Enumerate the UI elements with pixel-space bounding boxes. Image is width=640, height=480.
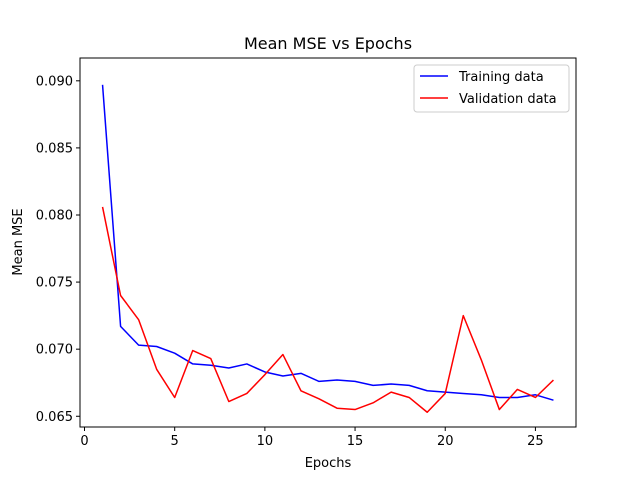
y-axis-label: Mean MSE (11, 208, 26, 275)
x-tick-label: 25 (527, 434, 544, 449)
x-tick-label: 15 (347, 434, 364, 449)
y-tick-label: 0.070 (36, 343, 73, 358)
y-tick-label: 0.065 (36, 410, 73, 425)
x-tick-label: 0 (80, 434, 88, 449)
legend-label-validation: Validation data (459, 92, 557, 107)
y-tick-label: 0.075 (36, 276, 73, 291)
y-tick-label: 0.080 (36, 208, 73, 223)
series-line-validation (101, 206, 554, 413)
y-tick-label: 0.085 (36, 141, 73, 156)
legend-box (413, 64, 570, 113)
series-line-training (101, 84, 554, 401)
x-axis-label: Epochs (305, 456, 352, 471)
legend: Training data Validation data (413, 64, 570, 113)
y-tick-label: 0.090 (36, 74, 73, 89)
x-tick-label: 10 (257, 434, 274, 449)
chart-title: Mean MSE vs Epochs (244, 34, 412, 53)
plot-area-frame (79, 57, 577, 428)
x-tick-label: 5 (171, 434, 179, 449)
legend-label-training: Training data (458, 70, 544, 85)
x-tick-label: 20 (437, 434, 454, 449)
